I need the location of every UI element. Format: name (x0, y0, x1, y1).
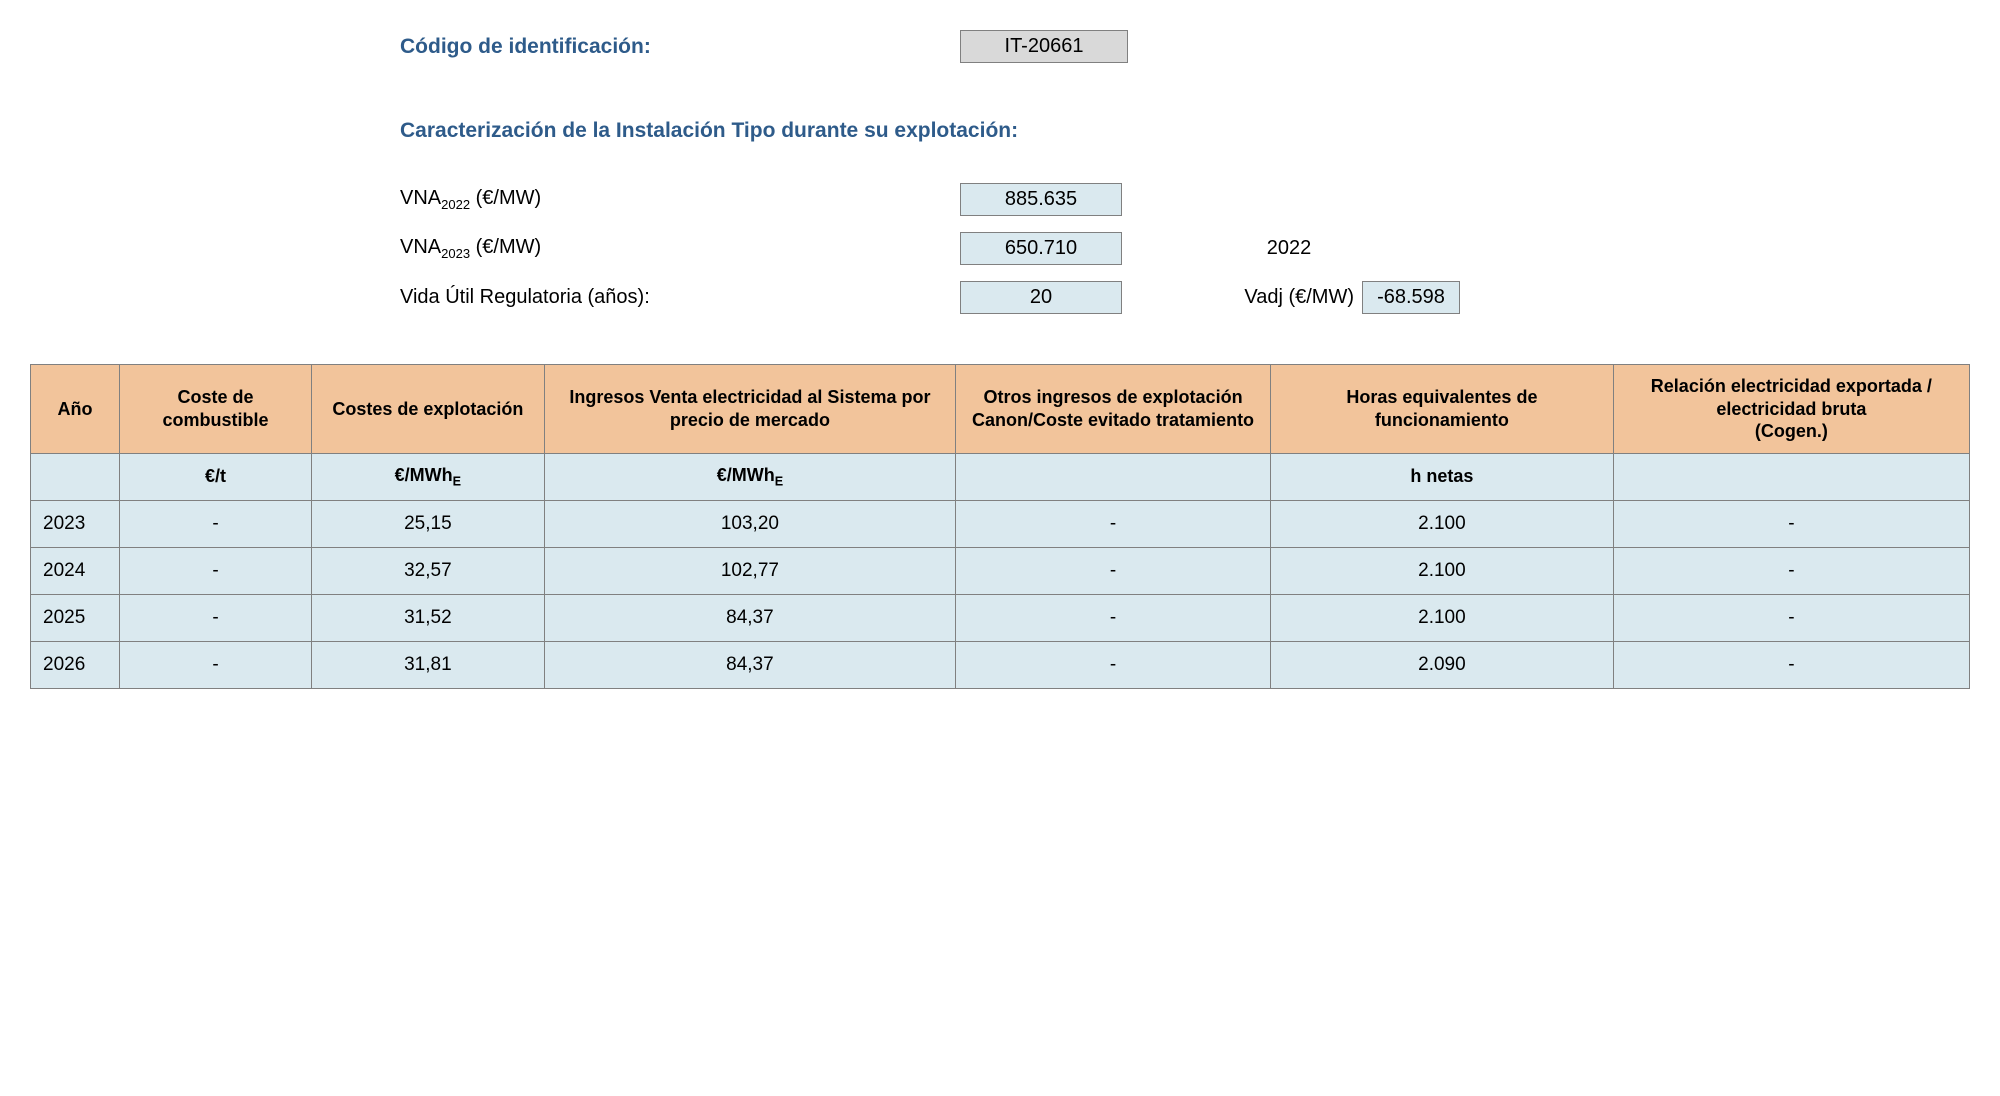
unit-relacion (1613, 453, 1969, 500)
vida-row: Vida Útil Regulatoria (años): 20 Vadj (€… (400, 281, 1970, 314)
table-units-row: €/t €/MWhE €/MWhE h netas (31, 453, 1970, 500)
vna-2022-pre: VNA (400, 187, 441, 209)
cell-combustible: - (120, 641, 312, 688)
cell-year: 2024 (31, 547, 120, 594)
unit-explotacion: €/MWhE (311, 453, 544, 500)
vna-2023-pre: VNA (400, 236, 441, 258)
vna-2023-sub: 2023 (441, 246, 470, 261)
cell-otros: - (955, 500, 1270, 547)
vna-2023-post: (€/MW) (470, 236, 541, 258)
unit-year (31, 453, 120, 500)
col-explotacion: Costes de explotación (311, 365, 544, 454)
col-horas: Horas equivalentes de funcionamiento (1271, 365, 1614, 454)
id-label: Código de identificación: (400, 35, 960, 59)
cell-combustible: - (120, 594, 312, 641)
data-table: Año Coste de combustible Costes de explo… (30, 364, 1970, 689)
cell-year: 2026 (31, 641, 120, 688)
unit-horas: h netas (1271, 453, 1614, 500)
unit-ing-sub: E (775, 474, 783, 488)
cell-horas: 2.100 (1271, 594, 1614, 641)
cell-combustible: - (120, 500, 312, 547)
col-ingresos: Ingresos Venta electricidad al Sistema p… (544, 365, 955, 454)
cell-ingresos: 103,20 (544, 500, 955, 547)
section-title: Caracterización de la Instalación Tipo d… (400, 119, 1970, 143)
vna-2022-label: VNA2022 (€/MW) (400, 187, 960, 212)
id-row: Código de identificación: IT-20661 (400, 30, 1970, 63)
cell-otros: - (955, 641, 1270, 688)
cell-horas: 2.100 (1271, 500, 1614, 547)
cell-relacion: - (1613, 641, 1969, 688)
table-row: 2025 - 31,52 84,37 - 2.100 - (31, 594, 1970, 641)
unit-otros (955, 453, 1270, 500)
cell-ingresos: 84,37 (544, 641, 955, 688)
vna-2022-row: VNA2022 (€/MW) 885.635 (400, 183, 1970, 216)
cell-explotacion: 31,81 (311, 641, 544, 688)
vna-2023-row: VNA2023 (€/MW) 650.710 2022 (400, 232, 1970, 265)
cell-year: 2025 (31, 594, 120, 641)
unit-expl-sub: E (453, 474, 461, 488)
vida-label: Vida Útil Regulatoria (años): (400, 286, 960, 309)
cell-ingresos: 102,77 (544, 547, 955, 594)
unit-combustible: €/t (120, 453, 312, 500)
vna-2023-value: 650.710 (960, 232, 1122, 265)
cell-relacion: - (1613, 500, 1969, 547)
year-side: 2022 (1134, 237, 1444, 260)
cell-year: 2023 (31, 500, 120, 547)
cell-otros: - (955, 594, 1270, 641)
col-year: Año (31, 365, 120, 454)
col-combustible: Coste de combustible (120, 365, 312, 454)
table-body: 2023 - 25,15 103,20 - 2.100 - 2024 - 32,… (31, 500, 1970, 688)
vna-2022-value: 885.635 (960, 183, 1122, 216)
col-relacion: Relación electricidad exportada / electr… (1613, 365, 1969, 454)
vna-2022-post: (€/MW) (470, 187, 541, 209)
cell-horas: 2.090 (1271, 641, 1614, 688)
unit-ingresos: €/MWhE (544, 453, 955, 500)
cell-ingresos: 84,37 (544, 594, 955, 641)
col-relacion-l1: Relación electricidad exportada / electr… (1651, 376, 1932, 419)
cell-explotacion: 32,57 (311, 547, 544, 594)
table-row: 2024 - 32,57 102,77 - 2.100 - (31, 547, 1970, 594)
cell-explotacion: 25,15 (311, 500, 544, 547)
cell-otros: - (955, 547, 1270, 594)
header-block: Código de identificación: IT-20661 Carac… (400, 30, 1970, 314)
cell-combustible: - (120, 547, 312, 594)
table-row: 2026 - 31,81 84,37 - 2.090 - (31, 641, 1970, 688)
vida-value: 20 (960, 281, 1122, 314)
table-row: 2023 - 25,15 103,20 - 2.100 - (31, 500, 1970, 547)
cell-relacion: - (1613, 594, 1969, 641)
vna-2022-sub: 2022 (441, 197, 470, 212)
col-relacion-l2: (Cogen.) (1755, 421, 1828, 441)
cell-horas: 2.100 (1271, 547, 1614, 594)
table-header-row: Año Coste de combustible Costes de explo… (31, 365, 1970, 454)
col-otros: Otros ingresos de explotación Canon/Cost… (955, 365, 1270, 454)
unit-expl-pre: €/MWh (395, 465, 453, 485)
vadj-value: -68.598 (1362, 281, 1460, 314)
cell-relacion: - (1613, 547, 1969, 594)
cell-explotacion: 31,52 (311, 594, 544, 641)
vna-2023-label: VNA2023 (€/MW) (400, 236, 960, 261)
id-value-box: IT-20661 (960, 30, 1128, 63)
unit-ing-pre: €/MWh (717, 465, 775, 485)
vadj-label: Vadj (€/MW) (1134, 286, 1362, 309)
